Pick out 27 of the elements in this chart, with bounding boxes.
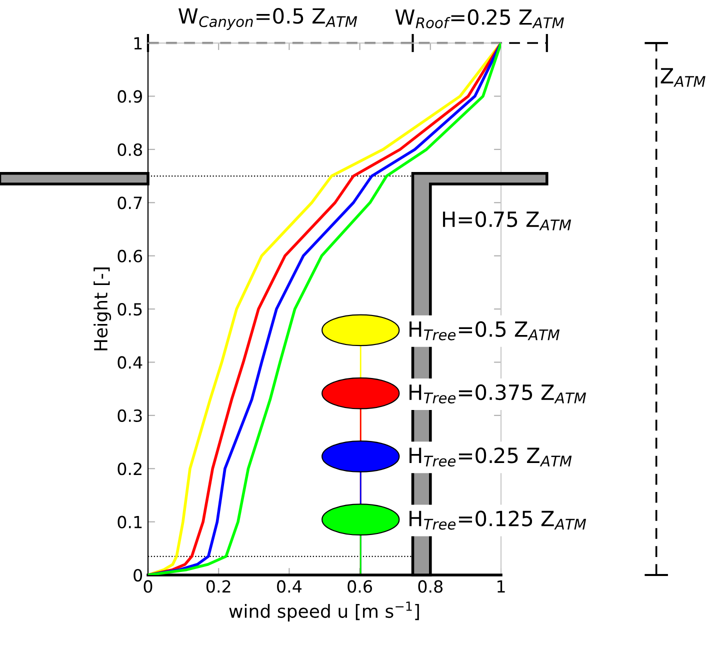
annotation: H=0.75 Z$_{ATM}$ — [443, 211, 572, 230]
x-axis-title: wind speed u [m s$^{−1}$] — [229, 602, 419, 622]
y-axis-title: Height [-] — [94, 268, 112, 350]
legend-label: H$_{Tree}$=0.5 Z$_{ATM}$ — [410, 321, 560, 340]
text: Z$_{ATM}$ — [660, 68, 706, 87]
x-tick-label: 0 — [144, 580, 152, 593]
y-tick-label: 0.6 — [118, 250, 142, 262]
legend-label: H$_{Tree}$=0.375 Z$_{ATM}$ — [410, 384, 586, 404]
x-tick-label: 1 — [498, 580, 505, 593]
y-tick-label: 0.4 — [118, 356, 142, 369]
x-tick-label: 0.6 — [348, 580, 372, 593]
text: W$_{Canyon}$=0.5 Z$_{ATM}$ — [178, 8, 358, 30]
x-tick-label: 0.2 — [206, 580, 230, 593]
x-tick-label: 0.8 — [418, 580, 443, 593]
y-tick-label: 0.2 — [118, 462, 142, 476]
y-tick-label: 1 — [134, 37, 142, 50]
y-tick-label: 0.3 — [118, 409, 142, 422]
legend-label: H$_{Tree}$=0.125 Z$_{ATM}$ — [410, 510, 586, 530]
y-tick-label: 0.7 — [118, 196, 142, 210]
y-tick-label: 0.5 — [118, 302, 142, 316]
y-tick-label: 0.8 — [118, 143, 142, 156]
y-tick-label: 0.9 — [118, 90, 142, 103]
y-tick-label: 0.1 — [118, 516, 142, 528]
text: W$_{Roof}$=0.25 Z$_{ATM}$ — [395, 9, 564, 28]
x-tick-label: 0.4 — [277, 580, 302, 593]
legend-label: H$_{Tree}$=0.25 Z$_{ATM}$ — [410, 447, 572, 467]
y-tick-label: 0 — [134, 568, 142, 582]
